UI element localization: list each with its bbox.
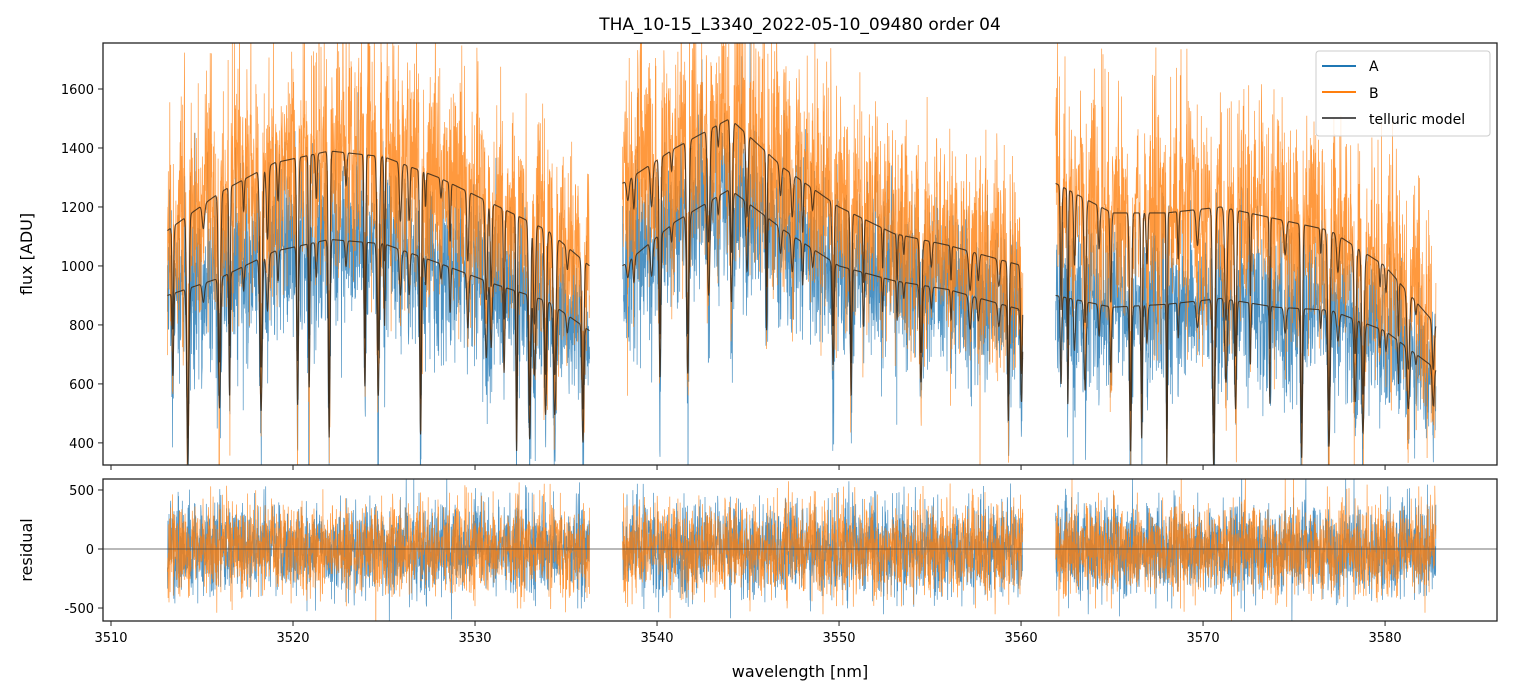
residual-panel-frame (102, 478, 1498, 622)
x-axis-label: wavelength [nm] (732, 662, 869, 681)
flux-panel-data (167, 43, 1437, 465)
y-tick-label: 1200 (61, 201, 94, 216)
x-tick-label: 3580 (1369, 631, 1402, 646)
x-tick-label: 3520 (276, 631, 309, 646)
legend-label-b: B (1369, 86, 1379, 102)
chart-title: THA_10-15_L3340_2022-05-10_09480 order 0… (598, 15, 1001, 35)
flux-panel-frame (102, 42, 1498, 466)
x-tick-label: 3550 (822, 631, 855, 646)
axes: 3510 3520 3530 3540 3550 3560 3570 3580 400 600 80… (61, 83, 1402, 646)
y-tick-label: 0 (86, 543, 94, 558)
series-b-residual (167, 479, 1437, 621)
y-tick-label: 600 (69, 378, 94, 393)
legend-label-telluric: telluric model (1369, 112, 1465, 128)
y-tick-label: 800 (69, 319, 94, 334)
x-tick-label: 3570 (1187, 631, 1220, 646)
y-tick-label: 500 (69, 484, 94, 499)
telluric-model-line-b (167, 119, 1437, 439)
y-tick-label: -500 (64, 602, 94, 617)
legend-label-a: A (1369, 59, 1379, 75)
legend: A B telluric model (1315, 50, 1491, 137)
x-tick-label: 3540 (640, 631, 673, 646)
residual-panel-data (103, 479, 1497, 621)
y-axis-label-residual: residual (17, 518, 36, 581)
y-tick-label: 1600 (61, 83, 94, 98)
series-a-flux (167, 43, 1437, 465)
y-tick-label: 400 (69, 437, 94, 452)
x-tick-label: 3560 (1005, 631, 1038, 646)
x-tick-label: 3510 (94, 631, 127, 646)
legend-box (1315, 50, 1491, 137)
x-tick-label: 3530 (458, 631, 491, 646)
y-tick-label: 1400 (61, 142, 94, 157)
y-tick-label: 1000 (61, 260, 94, 275)
telluric-model-line-a (167, 190, 1437, 465)
y-axis-label-flux: flux [ADU] (17, 213, 36, 295)
